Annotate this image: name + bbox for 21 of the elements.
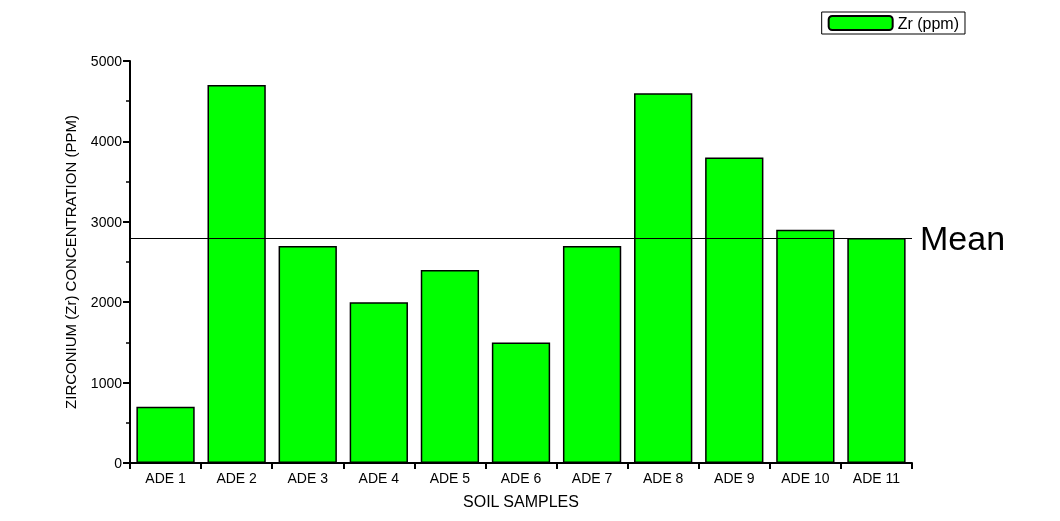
x-tick-label: ADE 6 xyxy=(500,470,542,486)
legend-label: Zr (ppm) xyxy=(897,14,959,32)
y-tick-label: 2000 xyxy=(90,294,123,311)
x-tick-label: ADE 5 xyxy=(429,470,471,486)
x-tick-label: ADE 8 xyxy=(642,470,684,486)
x-axis-title: SOIL SAMPLES xyxy=(463,492,579,510)
y-tick-label: 5000 xyxy=(90,53,123,69)
y-tick-label: 3000 xyxy=(90,213,123,230)
y-tick-label: 0 xyxy=(114,455,123,471)
x-tick-label: ADE 9 xyxy=(714,470,755,486)
x-tick-label: ADE 7 xyxy=(571,470,613,486)
x-tick-label: ADE 1 xyxy=(145,470,186,486)
x-tick-label: ADE 4 xyxy=(358,470,400,486)
x-tick-label: ADE 3 xyxy=(287,470,329,486)
y-tick-label: 4000 xyxy=(90,133,123,150)
x-tick-label: ADE 11 xyxy=(852,470,901,486)
x-tick-label: ADE 10 xyxy=(781,470,830,486)
y-axis-title: ZIRCONIUM (Zr) CONCENTRATION (PPM) xyxy=(62,115,79,409)
x-tick-label: ADE 2 xyxy=(216,470,258,486)
ref-line-label: Mean xyxy=(920,218,1006,257)
y-tick-label: 1000 xyxy=(90,374,123,391)
